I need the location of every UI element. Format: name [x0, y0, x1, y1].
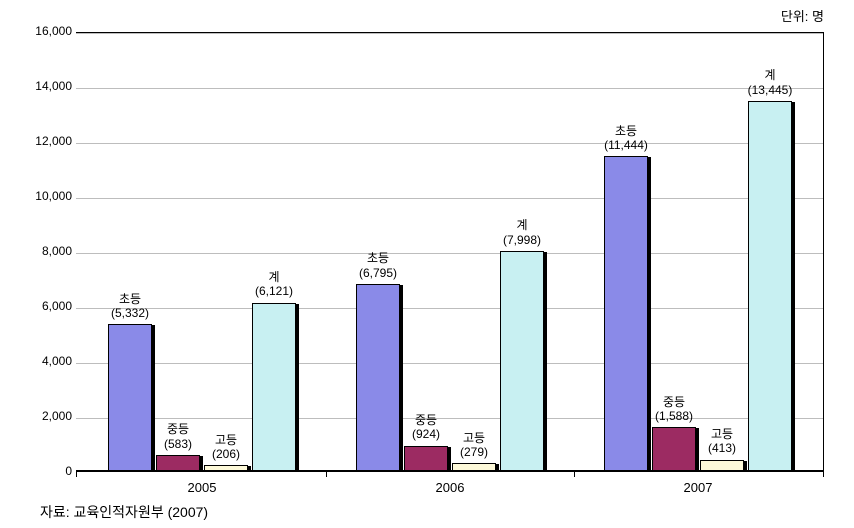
source-label: 자료: 교육인적자원부 (2007): [40, 502, 208, 522]
bar: [748, 101, 792, 471]
bar-label: 초등(5,332): [98, 292, 162, 321]
bar-label: 고등(413): [690, 427, 754, 456]
bar-shadow: [296, 304, 299, 471]
xtick-label: 2006: [420, 480, 480, 495]
ytick-label: 12,000: [12, 134, 72, 148]
bar-label-value: (11,444): [594, 138, 658, 152]
gridline: [76, 253, 823, 254]
bar-label-name: 초등: [346, 251, 410, 265]
bar-label-value: (6,121): [242, 284, 306, 298]
ytick-label: 0: [12, 464, 72, 478]
xtick-mark: [76, 471, 77, 477]
axis-baseline: [76, 470, 823, 471]
bar-label: 고등(279): [442, 431, 506, 460]
bar-label-name: 계: [490, 218, 554, 232]
chart-container: 단위: 명 초등(5,332)중등(583)고등(206)계(6,121)200…: [0, 0, 854, 528]
ytick-label: 2,000: [12, 409, 72, 423]
ytick-label: 6,000: [12, 299, 72, 313]
bar-shadow: [648, 157, 651, 471]
xtick-label: 2005: [172, 480, 232, 495]
bar: [500, 251, 544, 471]
bar-label-name: 계: [242, 270, 306, 284]
bar-label: 계(7,998): [490, 218, 554, 247]
ytick-label: 8,000: [12, 244, 72, 258]
bar-label-name: 초등: [594, 124, 658, 138]
bar-label-name: 고등: [690, 427, 754, 441]
bar-label-name: 중등: [394, 413, 458, 427]
bar-label-name: 고등: [442, 431, 506, 445]
bar-label: 계(13,445): [738, 68, 802, 97]
bar-label-value: (1,588): [642, 409, 706, 423]
bar: [604, 156, 648, 471]
gridline: [76, 143, 823, 144]
bar-label-name: 중등: [642, 395, 706, 409]
bar-label-value: (7,998): [490, 233, 554, 247]
plot-area: 초등(5,332)중등(583)고등(206)계(6,121)2005초등(6,…: [76, 32, 824, 472]
xtick-mark: [574, 471, 575, 477]
bar-shadow: [400, 285, 403, 471]
bar-label: 초등(11,444): [594, 124, 658, 153]
bar-label-name: 계: [738, 68, 802, 82]
bar-label-name: 초등: [98, 292, 162, 306]
bar: [356, 284, 400, 471]
bar-label-value: (13,445): [738, 83, 802, 97]
gridline: [76, 88, 823, 89]
bar-label: 고등(206): [194, 433, 258, 462]
xtick-label: 2007: [668, 480, 728, 495]
bar-shadow: [544, 252, 547, 471]
bar-label-value: (413): [690, 441, 754, 455]
xtick-mark: [326, 471, 327, 477]
ytick-label: 16,000: [12, 24, 72, 38]
bar-label-name: 고등: [194, 433, 258, 447]
gridline: [76, 363, 823, 364]
unit-label: 단위: 명: [781, 6, 824, 25]
bar-label: 계(6,121): [242, 270, 306, 299]
ytick-label: 4,000: [12, 354, 72, 368]
ytick-label: 10,000: [12, 189, 72, 203]
gridline: [76, 33, 823, 34]
bar-shadow: [792, 102, 795, 471]
gridline: [76, 198, 823, 199]
bar-label-value: (5,332): [98, 306, 162, 320]
bar-label-value: (6,795): [346, 266, 410, 280]
bar-label: 초등(6,795): [346, 251, 410, 280]
xtick-mark: [823, 471, 824, 477]
bar-label-value: (279): [442, 445, 506, 459]
bar-label: 중등(1,588): [642, 395, 706, 424]
bar-label-value: (206): [194, 447, 258, 461]
gridline: [76, 308, 823, 309]
ytick-label: 14,000: [12, 79, 72, 93]
bar: [252, 303, 296, 471]
